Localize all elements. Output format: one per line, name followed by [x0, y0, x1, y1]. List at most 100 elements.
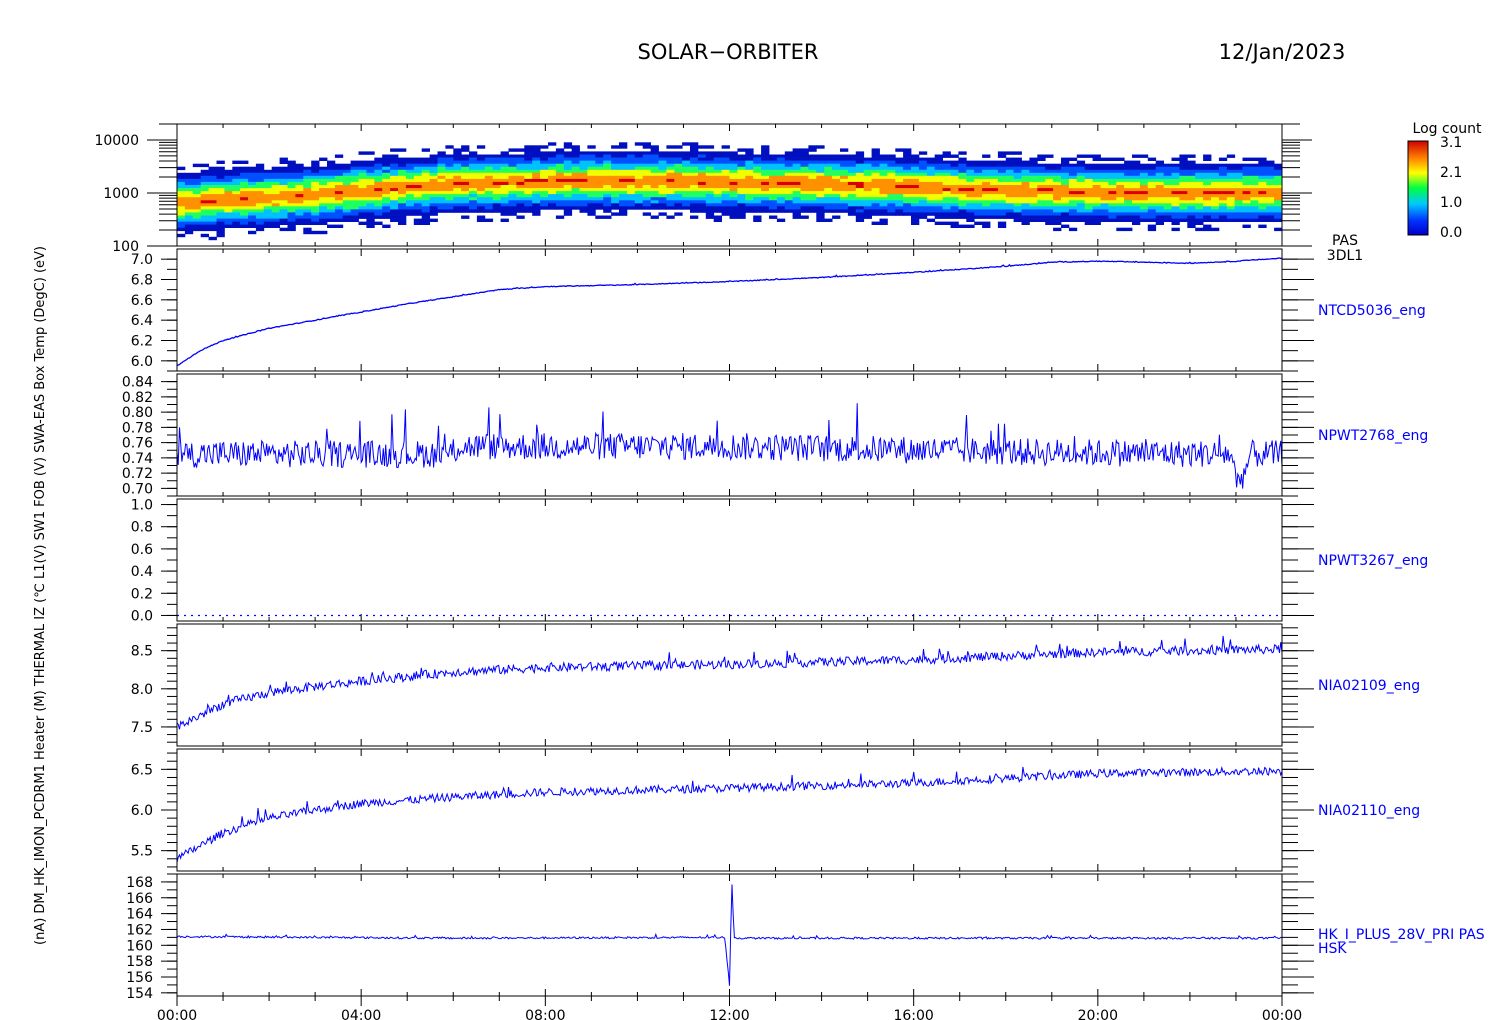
spectrogram-cell — [177, 166, 186, 171]
spectrogram-cell — [911, 209, 920, 213]
spectrogram-cell — [1061, 215, 1070, 219]
spectrogram-cell — [1132, 172, 1141, 177]
spectrogram-cell — [832, 197, 841, 201]
spectrogram-cell — [461, 157, 470, 161]
spectrogram-cell — [690, 157, 699, 161]
spectrogram-cell — [1068, 215, 1078, 219]
spectrogram-cell — [1061, 206, 1070, 210]
spectrogram-cell — [563, 154, 573, 158]
spectrogram-cell — [1163, 181, 1172, 186]
spectrogram-cell — [224, 203, 233, 207]
spectrogram-cell — [1084, 197, 1093, 201]
spectrogram-cell — [200, 181, 209, 186]
spectrogram-cell — [705, 157, 715, 161]
spectrogram-cell — [1211, 212, 1220, 216]
spectrogram-cell — [405, 191, 415, 195]
spectrogram-cell — [1084, 181, 1093, 186]
spectrogram-cell — [1132, 188, 1141, 192]
spectrogram-cell — [903, 154, 912, 158]
spectrogram-cell — [390, 157, 399, 161]
spectrogram-cell — [1179, 200, 1188, 204]
spectrogram-cell — [603, 166, 612, 171]
spectrogram-cell — [469, 151, 478, 155]
spectrogram-cell — [918, 203, 928, 207]
spectrogram-cell — [911, 157, 920, 161]
spectrogram-cell — [650, 160, 659, 164]
spectrogram-cell — [382, 200, 391, 204]
spectrogram-cell — [1029, 197, 1038, 201]
spectrogram-cell — [524, 206, 533, 210]
spectrogram-cell — [532, 169, 541, 174]
spectrogram-cell — [729, 151, 738, 155]
spectrogram-cell — [1147, 227, 1157, 232]
spectrogram-cell — [918, 157, 928, 161]
spectrogram-cell — [745, 166, 754, 171]
spectrogram-cell — [879, 200, 888, 204]
spectrogram-cell — [453, 185, 462, 189]
spectrogram-cell — [1045, 185, 1054, 189]
spectrogram-cell — [1195, 221, 1204, 225]
spectrogram-cell — [887, 181, 896, 186]
spectrogram-cell — [808, 166, 817, 171]
spectrogram-cell — [398, 203, 407, 207]
spectrogram-cell — [729, 200, 738, 204]
spectrogram-cell — [1013, 191, 1022, 195]
spectrogram-cell — [769, 166, 778, 171]
y-axis-title: (nA) DM_HK_IMON_PCDRM1 Heater (M) THERMA… — [33, 246, 48, 945]
spectrogram-cell — [319, 181, 328, 186]
spectrogram-cell — [1266, 203, 1275, 207]
spectrogram-cell — [824, 218, 833, 222]
spectrogram-cell — [942, 209, 951, 213]
spectrogram-cell — [658, 200, 667, 204]
spectrogram-cell — [942, 151, 951, 155]
spectrogram-cell — [1258, 206, 1267, 210]
spectrogram-cell — [974, 188, 983, 192]
spectrogram-cell — [911, 221, 920, 225]
spectrogram-cell — [934, 203, 943, 207]
mission-title: SOLAR−ORBITER — [637, 40, 818, 64]
spectrogram-cell — [555, 215, 565, 219]
spectrogram-cell — [1258, 197, 1267, 201]
spectrogram-cell — [469, 175, 478, 180]
spectrogram-cell — [571, 157, 580, 161]
spectrogram-cell — [248, 200, 257, 204]
spectrogram-cell — [1037, 157, 1046, 161]
spectrogram-cell — [571, 178, 580, 183]
spectrogram-cell — [776, 181, 786, 186]
spectrogram-cell — [366, 166, 375, 171]
spectrogram-cell — [1037, 172, 1046, 177]
spectrogram-cell — [476, 191, 486, 195]
spectrogram-cell — [255, 163, 265, 168]
spectrogram-cell — [871, 151, 880, 155]
spectrogram-cell — [216, 215, 225, 219]
spectrogram-cell — [800, 181, 809, 186]
spectrogram-cell — [445, 200, 454, 204]
spectrogram-cell — [1211, 185, 1220, 189]
spectrogram-cell — [1218, 178, 1228, 183]
spectrogram-cell — [177, 188, 186, 192]
spectrogram-cell — [934, 212, 943, 216]
spectrogram-cell — [895, 188, 904, 192]
spectrogram-cell — [587, 191, 596, 195]
spectrogram-cell — [461, 181, 470, 186]
spectrogram-cell — [1234, 206, 1243, 210]
spectrogram-cell — [334, 197, 344, 201]
spectrogram-cell — [603, 178, 612, 183]
spectrogram-cell — [1037, 194, 1046, 198]
spectrogram-cell — [571, 175, 580, 180]
spectrogram-cell — [516, 206, 525, 210]
spectrogram-cell — [800, 163, 809, 168]
spectrogram-cell — [863, 163, 872, 168]
spectrogram-cell — [1195, 169, 1204, 174]
spectrogram-cell — [832, 215, 841, 219]
spectrogram-cell — [508, 212, 517, 216]
spectrogram-cell — [587, 178, 596, 183]
spectrogram-cell — [753, 166, 762, 171]
spectrogram-cell — [366, 181, 375, 186]
spectrogram-cell — [524, 145, 533, 149]
spectrogram-cell — [421, 194, 430, 198]
spectrogram-cell — [855, 160, 865, 164]
spectrogram-cell — [887, 169, 896, 174]
spectrogram-cell — [658, 151, 667, 155]
